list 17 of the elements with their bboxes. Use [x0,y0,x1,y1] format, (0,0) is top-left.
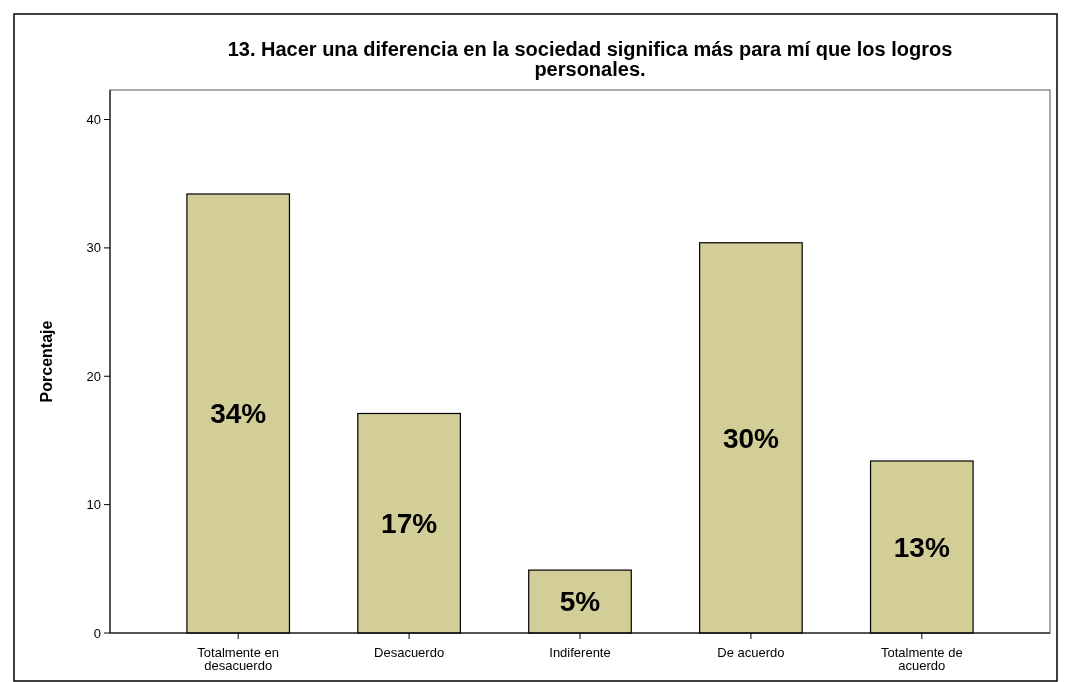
x-tick-label: Indiferente [549,645,611,660]
y-tick-label: 0 [93,625,101,641]
data-label: 13% [893,531,950,563]
data-label: 17% [381,508,438,540]
x-tick-label: De acuerdo [717,645,785,660]
y-tick-label: 20 [86,368,101,384]
data-label: 5% [559,586,601,618]
x-tick-label: Desacuerdo [374,645,445,660]
x-tick-label: Totalmente en desacuerdo [197,645,280,673]
y-tick-label: 10 [86,497,101,513]
y-tick-label: 40 [86,112,101,128]
y-axis-title: Porcentaje [38,320,55,403]
y-tick-label: 30 [86,240,101,256]
x-tick-label: Totalmente de acuerdo [880,645,963,673]
data-label: 30% [722,422,780,454]
data-label: 34% [210,398,267,430]
chart-title: 13. Hacer una diferencia en la sociedad significa más para mí que los logros personales. [227,38,953,80]
